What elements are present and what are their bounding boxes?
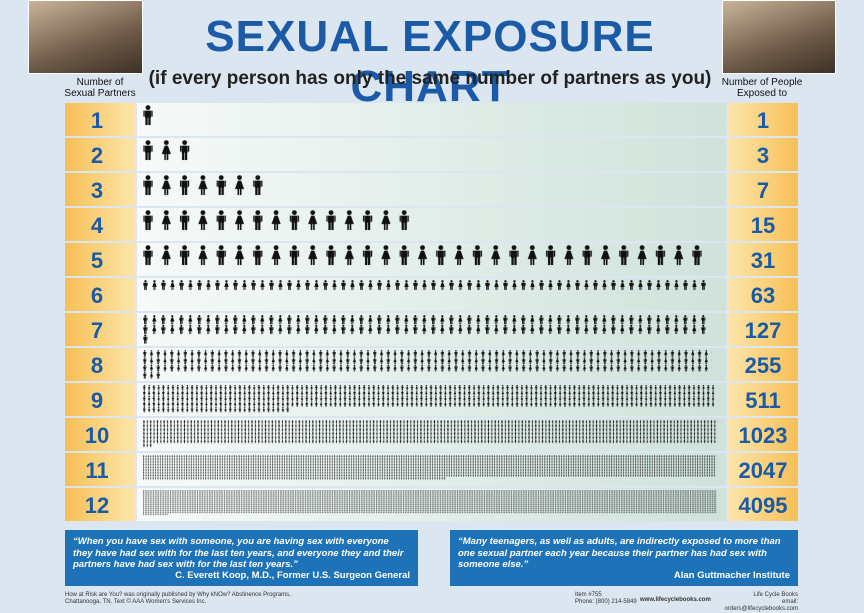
exposed-number: 4095	[739, 493, 788, 518]
pictogram	[143, 350, 712, 379]
exposed-cell	[728, 278, 798, 311]
partners-cell	[65, 313, 135, 346]
pictogram-cell	[137, 103, 726, 136]
partners-cell	[65, 103, 135, 136]
partners-number: 12	[85, 493, 109, 518]
subtitle: (if every person has only the same numbe…	[148, 68, 712, 89]
exposed-number: 2047	[739, 458, 788, 483]
partners-cell	[65, 278, 135, 311]
partners-number: 10	[85, 423, 109, 448]
exposed-cell	[728, 208, 798, 241]
pictogram	[143, 385, 717, 413]
exposed-number: 255	[745, 353, 782, 378]
footer-line: Phone: (800) 214-5849	[575, 599, 637, 605]
footer-website: www.lifecyclebooks.com	[640, 597, 711, 603]
exposed-number: 511	[745, 388, 781, 413]
right-label: Number of People Exposed to	[712, 77, 812, 99]
partners-number: 1	[91, 108, 103, 133]
photo-girl	[722, 0, 836, 74]
partners-number: 11	[85, 458, 108, 483]
pictogram-cell	[137, 138, 726, 171]
pictogram	[143, 455, 717, 480]
quote-text: “When you have sex with someone, you are…	[73, 536, 404, 570]
exposed-cell	[728, 313, 798, 346]
partners-number: 8	[91, 353, 103, 378]
pictogram	[143, 245, 711, 267]
partners-number: 9	[91, 388, 103, 413]
partners-cell	[65, 383, 135, 416]
partners-number: 4	[91, 213, 104, 238]
partners-cell	[65, 453, 135, 486]
quote-attribution: Alan Guttmacher Institute	[673, 569, 790, 581]
exposed-number: 7	[757, 178, 769, 203]
quote-box: “Many teenagers, as well as adults, are …	[450, 530, 798, 586]
partners-number: 6	[91, 283, 103, 308]
footer-line: Item #755	[575, 592, 602, 598]
quote-text: “Many teenagers, as well as adults, are …	[458, 536, 781, 570]
footer-line: email: orders@lifecyclebooks.com	[724, 599, 798, 612]
pictogram	[143, 105, 162, 127]
partners-number: 3	[91, 178, 103, 203]
title: SEXUAL EXPOSURE CHART	[205, 12, 655, 111]
partners-cell	[65, 243, 135, 276]
exposed-number: 3	[757, 143, 769, 168]
label-line: Number of	[76, 77, 124, 88]
footer-publisher: Life Cycle Books email: orders@lifecycle…	[708, 592, 798, 613]
footer-credit: How at Risk are You? was originally publ…	[65, 592, 291, 606]
partners-cell	[65, 418, 135, 451]
partners-cell	[65, 208, 135, 241]
quote-box: “When you have sex with someone, you are…	[65, 530, 418, 586]
exposed-number: 127	[745, 318, 782, 343]
pictogram	[143, 140, 198, 162]
footer-item: Item #755 Phone: (800) 214-5849	[575, 592, 637, 606]
partners-cell	[65, 173, 135, 206]
partners-number: 7	[91, 318, 103, 343]
exposed-number: 1023	[739, 423, 788, 448]
label-line: Sexual Partners	[64, 88, 136, 99]
exposed-cell	[728, 348, 798, 381]
label-line: Number of People	[721, 77, 803, 88]
exposed-cell	[728, 138, 798, 171]
pictogram	[143, 420, 718, 448]
partners-number: 2	[91, 143, 103, 168]
exposed-number: 15	[751, 213, 775, 238]
label-line: Exposed to	[736, 88, 788, 99]
exposed-cell	[728, 383, 798, 416]
partners-cell	[65, 488, 135, 521]
footer-line: How at Risk are You? was originally publ…	[65, 592, 291, 598]
partners-cell	[65, 348, 135, 381]
pictogram	[143, 175, 272, 197]
exposed-number: 31	[751, 248, 775, 273]
pictogram	[143, 490, 718, 516]
quote-attribution: C. Everett Koop, M.D., Former U.S. Surge…	[175, 569, 410, 581]
exposed-cell	[728, 488, 798, 521]
photo-boy	[28, 0, 143, 74]
footer-line: Life Cycle Books	[753, 592, 798, 598]
exposed-number: 1	[757, 108, 769, 133]
pictogram	[143, 315, 710, 344]
exposed-cell	[728, 173, 798, 206]
exposed-cell	[728, 453, 798, 486]
left-label: Number of Sexual Partners	[50, 77, 150, 99]
exposed-cell	[728, 418, 798, 451]
footer-line: Chattanooga, TN. Text © AAA Women's Serv…	[65, 599, 207, 605]
partners-number: 5	[91, 248, 103, 273]
pictogram	[143, 280, 710, 291]
exposed-cell	[728, 103, 798, 136]
pictogram	[143, 210, 418, 232]
partners-cell	[65, 138, 135, 171]
exposed-number: 63	[751, 283, 775, 308]
exposed-cell	[728, 243, 798, 276]
